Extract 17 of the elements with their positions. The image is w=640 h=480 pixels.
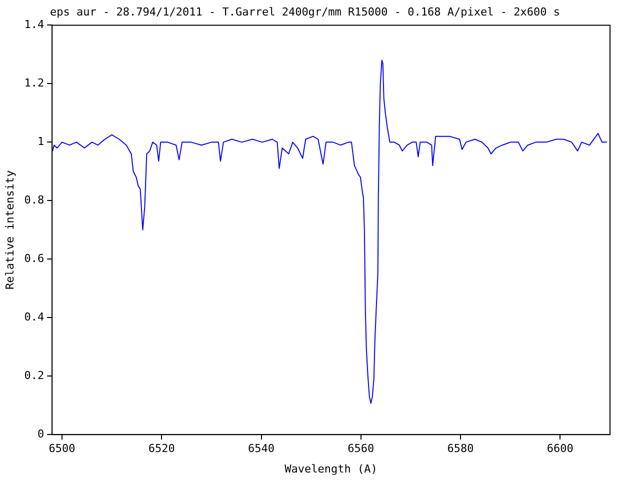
y-tick-label: 0.4 (24, 310, 44, 324)
y-tick-label: 1 (37, 135, 44, 148)
x-axis-title: Wavelength (A) (284, 462, 378, 476)
y-axis-title: Relative intensity (3, 170, 16, 290)
x-tick-label: 6600 (546, 442, 574, 456)
x-tick-label: 6560 (348, 442, 374, 456)
x-tick-label: 6580 (447, 442, 474, 456)
y-tick-label: 0.2 (24, 368, 44, 382)
chart-title: eps aur - 28.794/1/2011 - T.Garrel 2400gr/mm R15000 - 0.168 A/pixel - 2x600 s (50, 5, 560, 18)
y-tick-label: 0 (37, 427, 44, 440)
y-tick-label: 1.2 (24, 76, 44, 90)
y-tick-label: 0.6 (24, 252, 44, 265)
y-tick-label: 1.4 (24, 18, 44, 32)
x-tick-label: 6500 (48, 442, 76, 456)
y-tick-label: 0.8 (24, 194, 44, 207)
x-tick-label: 6540 (248, 442, 275, 456)
x-tick-label: 6520 (148, 442, 175, 456)
